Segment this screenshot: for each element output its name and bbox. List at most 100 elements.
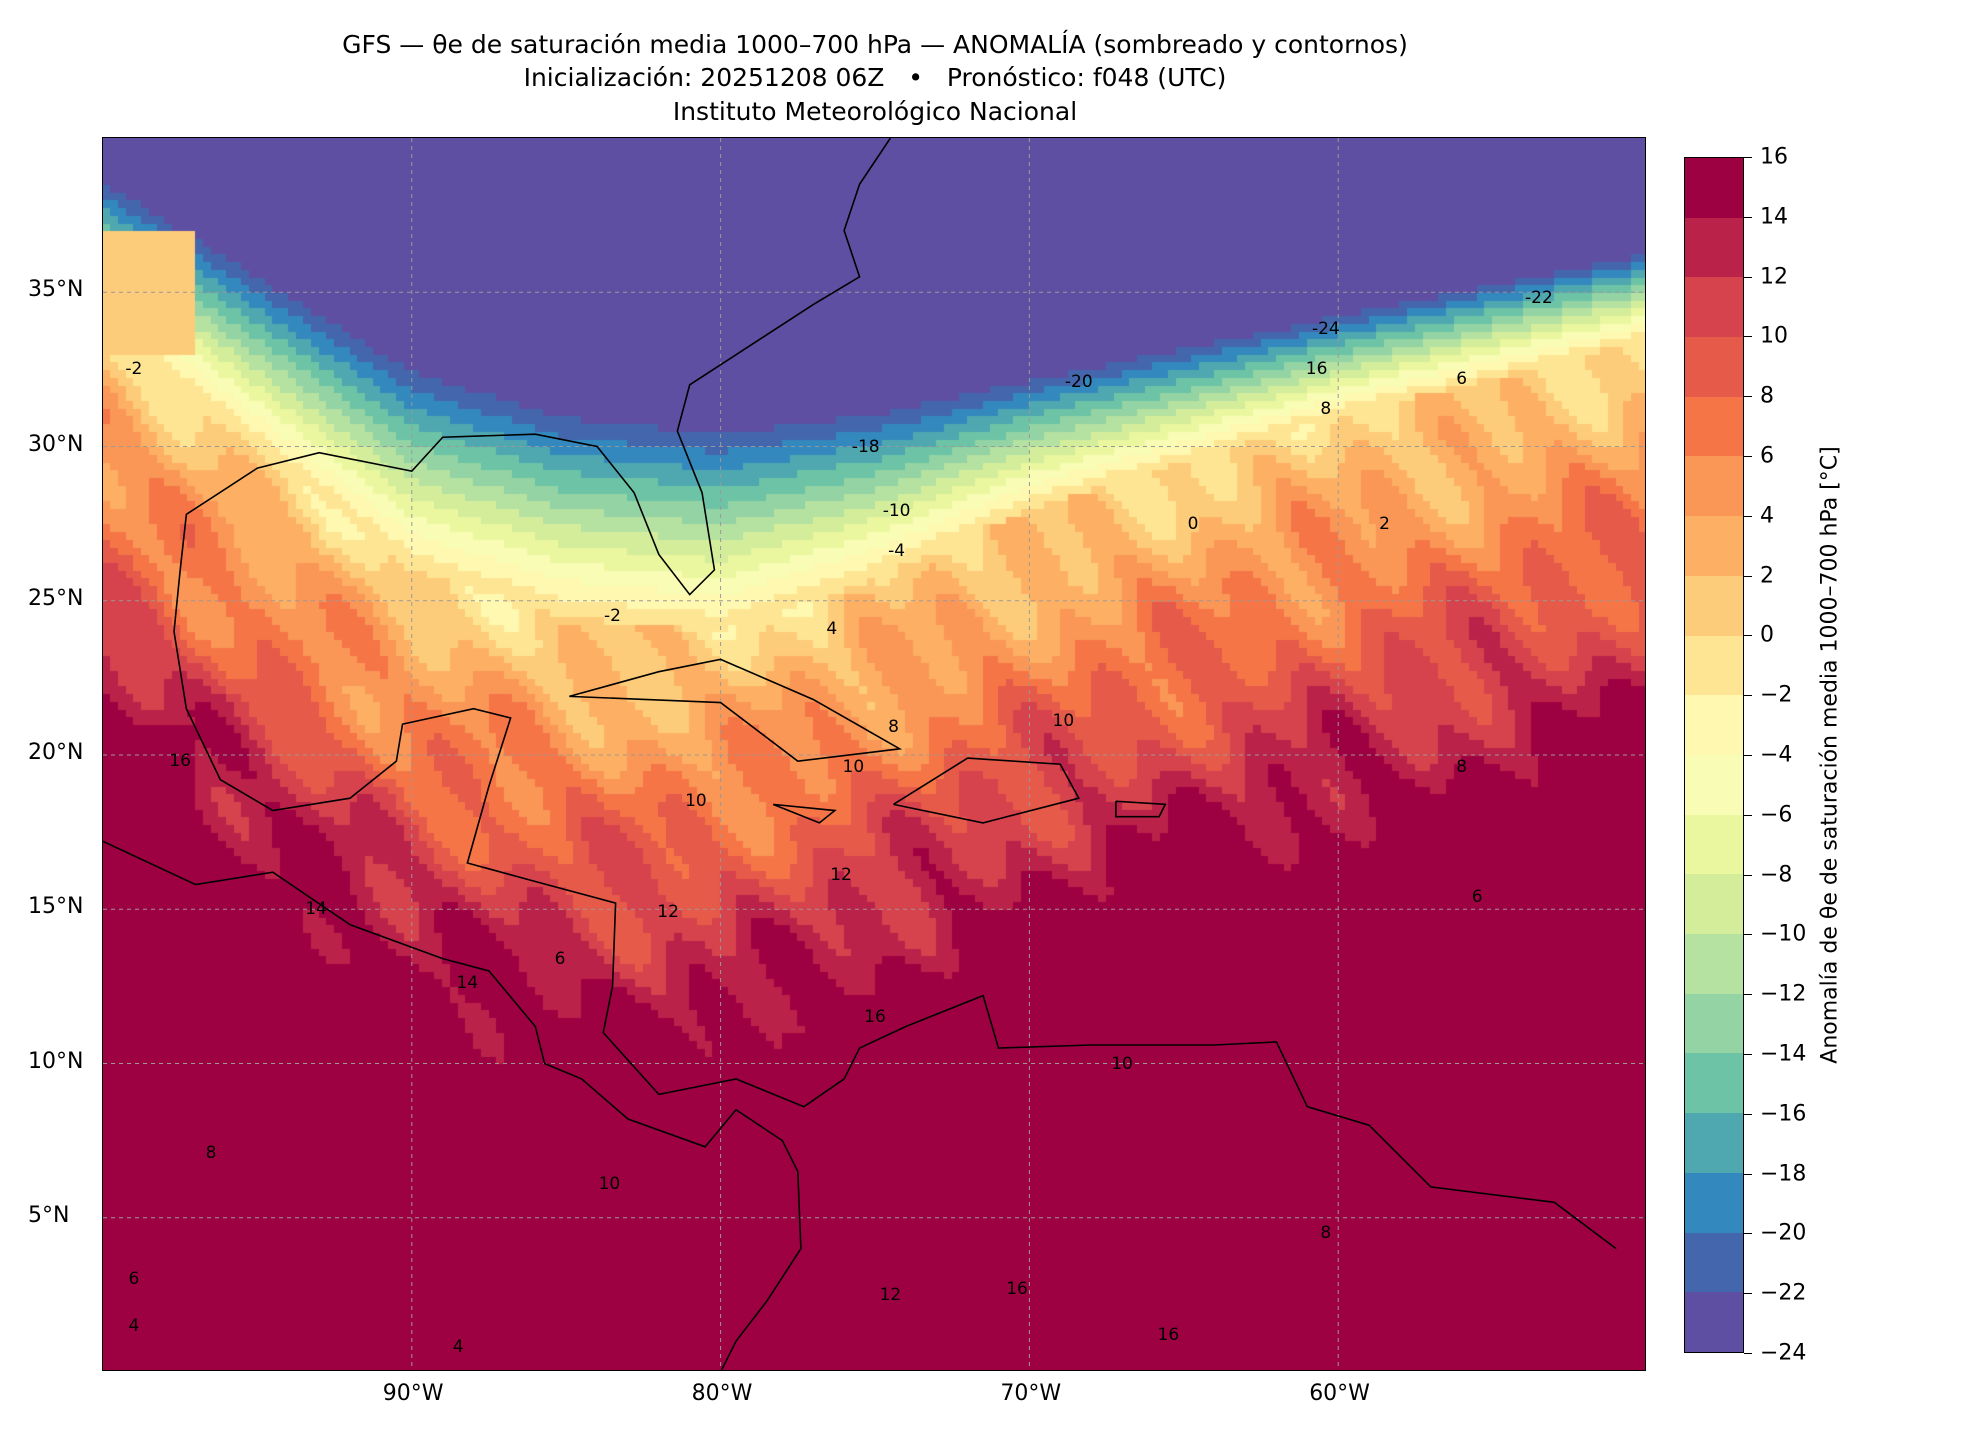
- contour-label: 0: [1187, 513, 1199, 534]
- colorbar-tick: [1744, 1293, 1752, 1295]
- map-panel: -24 -22 16 -20 6 8 -18 -10 -4 -2 0 2 4 8 10 10 10 12 12 14 1…: [102, 137, 1646, 1371]
- contour-label: 8: [1320, 399, 1332, 420]
- colorbar-tick: [1744, 755, 1752, 756]
- contour-label: -20: [1064, 371, 1093, 392]
- coastline: [179, 138, 892, 596]
- colorbar-tick-label: −10: [1760, 921, 1807, 947]
- colorbar-band: [1685, 516, 1743, 576]
- colorbar-tick: [1744, 1113, 1752, 1115]
- colorbar-tick: [1744, 216, 1752, 218]
- colorbar-tick: [1744, 934, 1752, 936]
- colorbar-band: [1685, 1232, 1743, 1293]
- contour-label: 4: [826, 618, 838, 639]
- lat-tick-label: 25°N: [28, 585, 84, 611]
- colorbar-tick-label: 16: [1760, 144, 1788, 170]
- colorbar-tick-label: 10: [1760, 323, 1788, 349]
- contour-label: 16: [1006, 1278, 1028, 1299]
- lat-tick-label: 10°N: [28, 1048, 84, 1074]
- colorbar-band: [1685, 396, 1743, 457]
- lon-tick-label: 90°W: [382, 1381, 444, 1406]
- colorbar-tick: [1744, 1353, 1752, 1354]
- colorbar-tick: [1744, 874, 1752, 876]
- colorbar-band: [1685, 217, 1743, 278]
- contour-label: 16: [864, 1007, 886, 1028]
- colorbar-band: [1685, 635, 1743, 696]
- contour-label: 10: [598, 1173, 621, 1194]
- colorbar-tick: [1744, 396, 1752, 398]
- colorbar-tick-label: −18: [1760, 1161, 1807, 1187]
- plot-subtitle-init: Inicialización: 20251208 06Z • Pronóstic…: [523, 63, 1227, 92]
- contour-label: 6: [128, 1269, 140, 1290]
- lat-tick-label: 35°N: [28, 277, 84, 303]
- contour-label: 14: [305, 899, 327, 920]
- coastline: [173, 569, 1617, 1250]
- coastline: [1115, 800, 1167, 818]
- colorbar-band: [1685, 1172, 1743, 1233]
- contour-label: 10: [842, 757, 865, 778]
- colorbar-band: [1685, 993, 1743, 1054]
- colorbar-band: [1685, 1113, 1743, 1173]
- colorbar-tick: [1744, 1173, 1752, 1175]
- coastline: [569, 658, 903, 763]
- colorbar-band: [1685, 814, 1743, 875]
- contour-label: 2: [1379, 513, 1390, 534]
- colorbar-tick-label: −6: [1760, 802, 1793, 828]
- colorbar-tick-label: −20: [1760, 1220, 1807, 1246]
- colorbar-tick: [1744, 994, 1752, 996]
- colorbar-tick-label: −2: [1760, 682, 1793, 708]
- contour-label: -10: [882, 501, 911, 522]
- colorbar-tick-label: 2: [1760, 563, 1774, 589]
- colorbar-band: [1685, 456, 1743, 517]
- contour-label: -2: [604, 606, 621, 627]
- coastline: [772, 803, 837, 824]
- colorbar-tick: [1744, 814, 1752, 816]
- lon-tick-label: 80°W: [691, 1381, 753, 1406]
- colorbar-tick-label: 8: [1760, 383, 1774, 409]
- contour-label: 8: [1456, 757, 1468, 778]
- colorbar-band: [1685, 575, 1743, 636]
- contour-label: 10: [1111, 1053, 1133, 1074]
- colorbar-tick: [1744, 1054, 1752, 1055]
- colorbar-tick: [1744, 635, 1752, 637]
- contour-label: 8: [1320, 1223, 1332, 1244]
- colorbar-tick-label: −16: [1760, 1101, 1807, 1127]
- lon-tick-label: 60°W: [1309, 1381, 1370, 1406]
- contour-label: 12: [657, 902, 679, 923]
- map-overlay: [103, 138, 1645, 1370]
- contour-label: -18: [851, 436, 880, 457]
- contour-label: 6: [1456, 368, 1468, 389]
- contour-label: -22: [1525, 288, 1553, 309]
- contour-label: 12: [879, 1284, 902, 1305]
- colorbar-tick-label: 6: [1760, 443, 1774, 469]
- colorbar-tick-label: −12: [1760, 981, 1807, 1007]
- colorbar-band: [1685, 277, 1743, 338]
- colorbar-band: [1685, 754, 1743, 815]
- colorbar-band: [1685, 695, 1743, 755]
- colorbar-tick: [1744, 575, 1752, 577]
- coastline: [893, 757, 1081, 824]
- contour-label: 16: [1157, 1324, 1180, 1345]
- contour-label: 6: [554, 948, 566, 969]
- lat-tick-label: 5°N: [28, 1202, 70, 1228]
- colorbar-band: [1685, 934, 1743, 994]
- lon-tick-label: 70°W: [1000, 1381, 1062, 1406]
- contour-label: 4: [452, 1337, 464, 1358]
- colorbar-band: [1685, 874, 1743, 935]
- colorbar: [1684, 157, 1744, 1353]
- colorbar-tick: [1744, 157, 1752, 158]
- colorbar-band: [1685, 1292, 1743, 1352]
- contour-label: -4: [888, 541, 906, 562]
- colorbar-tick-label: −8: [1760, 862, 1793, 888]
- colorbar-tick-label: 14: [1760, 204, 1788, 230]
- colorbar-tick-label: −14: [1760, 1041, 1807, 1067]
- colorbar-band: [1685, 157, 1743, 218]
- contour-label: 12: [830, 865, 852, 886]
- contour-label: -2: [125, 359, 143, 380]
- lat-tick-label: 15°N: [28, 894, 84, 920]
- anomaly-field-shading: [103, 138, 1645, 1370]
- contour-label: 10: [1052, 711, 1075, 732]
- plot-title: GFS — θe de saturación media 1000–700 hP…: [342, 30, 1408, 59]
- colorbar-tick: [1744, 336, 1752, 338]
- colorbar-label: Anomalía de θe de saturación media 1000–…: [1817, 446, 1843, 1064]
- colorbar-tick-label: −22: [1760, 1280, 1807, 1306]
